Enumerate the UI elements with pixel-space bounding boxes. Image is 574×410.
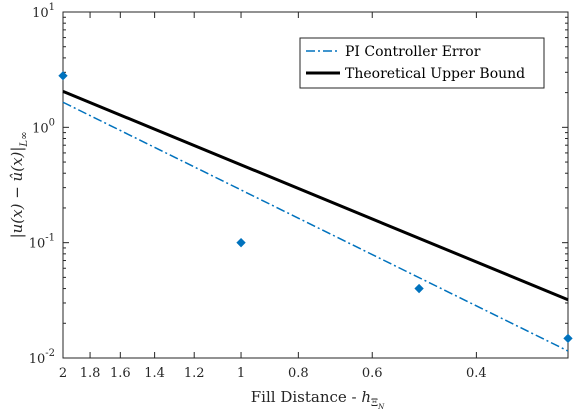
plot-frame	[62, 11, 569, 359]
data-marker	[414, 283, 424, 294]
data-marker	[58, 71, 68, 81]
x-axis-label: Fill Distance - hΞN	[251, 388, 385, 410]
x-tick-label: 1.6	[110, 366, 131, 381]
axes: 10-2 10-1 100 101 2 1.8 1.6 1.4 1.2 1 0.8 0.6 0.4	[29, 2, 569, 381]
legend-entry-label: PI Controller Error	[345, 44, 481, 60]
x-tick-label: 1.4	[144, 366, 165, 381]
axis-labels: Fill Distance - hΞN |u(x) − û(x)|L∞	[8, 132, 385, 410]
x-tick-label: 0.4	[466, 366, 487, 381]
y-tick-label: 10-1	[29, 233, 55, 252]
x-tick-label: 1	[237, 366, 245, 381]
data-markers	[58, 71, 573, 344]
x-tick-label: 1.2	[184, 366, 205, 381]
upper-bound-line	[62, 89, 569, 302]
pi-error-line	[62, 101, 569, 352]
data-marker	[236, 238, 246, 248]
legend: PI Controller Error Theoretical Upper Bou…	[299, 37, 545, 89]
y-axis-label: |u(x) − û(x)|L∞	[8, 132, 30, 239]
data-marker	[563, 333, 573, 344]
y-tick-label: 100	[32, 117, 55, 136]
y-tick-label: 10-2	[29, 348, 55, 367]
x-tick-label: 0.6	[362, 366, 383, 381]
series-lines	[62, 89, 569, 352]
x-tick-label: 1.8	[80, 366, 101, 381]
legend-box	[299, 37, 545, 89]
y-tick-label: 101	[32, 2, 55, 21]
legend-entry-label: Theoretical Upper Bound	[345, 66, 525, 82]
x-tick-label: 0.8	[288, 366, 309, 381]
x-tick-label: 2	[59, 366, 67, 381]
